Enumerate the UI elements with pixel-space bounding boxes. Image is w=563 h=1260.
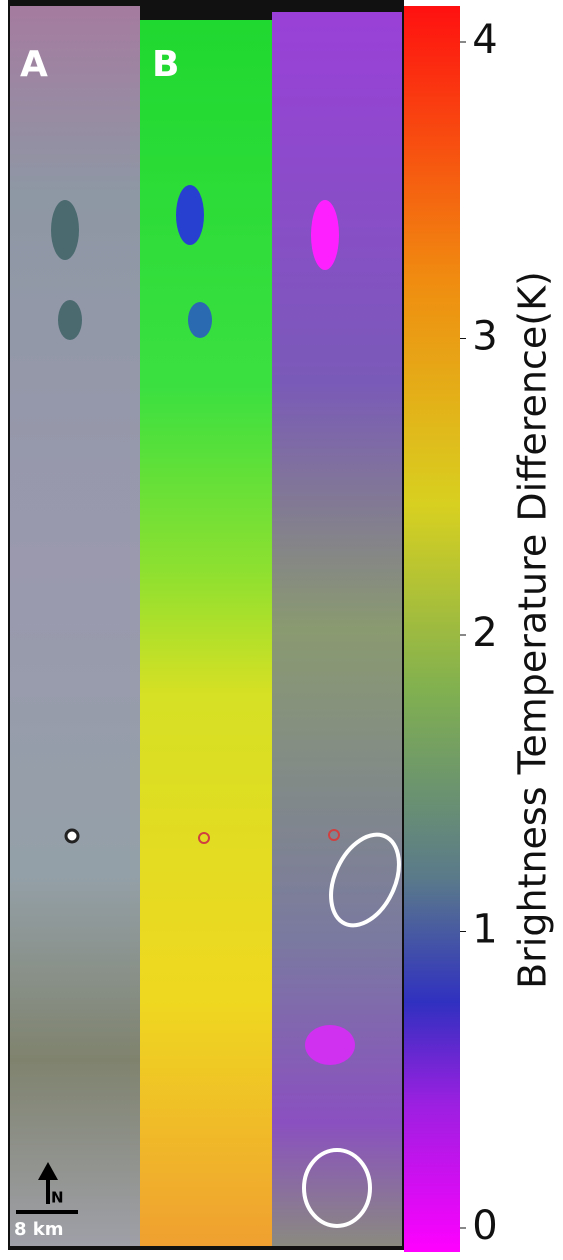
tick-label: 1: [472, 907, 497, 953]
tick-label: 3: [472, 314, 497, 360]
blue-patch: [188, 302, 212, 338]
colorbar: [404, 6, 460, 1252]
panel-label: A: [20, 44, 48, 85]
panel-b-image: [140, 20, 272, 1246]
colorbar-label: Brightness Temperature Difference(K): [511, 271, 555, 989]
figure: A B N 8 km Brightness Temperature Differ…: [0, 0, 563, 1260]
crater: [66, 830, 78, 842]
panel-a-image: [10, 6, 140, 1246]
blue-patch: [176, 185, 204, 245]
panel-label: B: [152, 44, 179, 85]
dark-patch: [58, 300, 82, 340]
magenta-patch: [311, 200, 339, 270]
tick-label: 4: [472, 17, 497, 63]
tick-label: 0: [472, 1203, 497, 1249]
scale-label: 8 km: [14, 1219, 64, 1240]
tick-label: 2: [472, 610, 497, 656]
dark-patch: [51, 200, 79, 260]
north-label: N: [51, 1189, 64, 1207]
magenta-patch: [305, 1025, 355, 1065]
scale-bar: [16, 1210, 78, 1214]
north-arrow: [46, 1178, 50, 1204]
